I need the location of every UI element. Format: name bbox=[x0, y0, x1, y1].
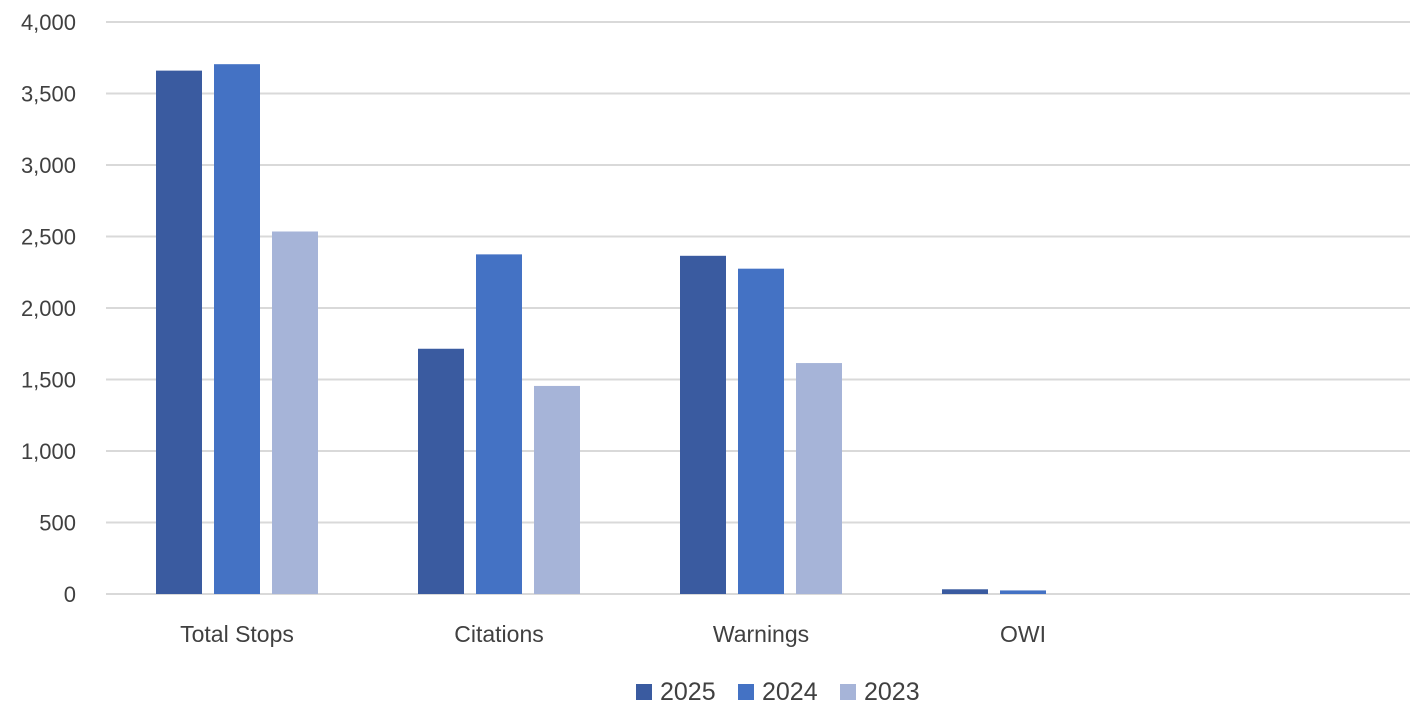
legend-label-2024: 2024 bbox=[762, 678, 818, 706]
bar-2025-citations bbox=[418, 348, 464, 594]
bars bbox=[156, 64, 1046, 595]
y-axis-ticks: 0 500 1,000 1,500 2,000 2,500 3,000 3,500 4,000 bbox=[21, 10, 76, 607]
legend: 2025 2024 2023 bbox=[636, 678, 920, 706]
legend-label-2025: 2025 bbox=[660, 678, 716, 706]
y-tick-label: 0 bbox=[64, 582, 76, 607]
legend-label-2023: 2023 bbox=[864, 678, 920, 706]
bar-2023-citations bbox=[534, 385, 580, 594]
bar-2025-warnings bbox=[680, 255, 726, 594]
bar-2024-owi bbox=[1000, 590, 1046, 594]
bar-2023-warnings bbox=[796, 363, 842, 594]
bar-2023-total-stops bbox=[272, 231, 318, 594]
legend-swatch-2025 bbox=[636, 684, 652, 700]
legend-swatch-2024 bbox=[738, 684, 754, 700]
bar-2024-citations bbox=[476, 254, 522, 594]
y-tick-label: 2,000 bbox=[21, 296, 76, 321]
legend-swatch-2023 bbox=[840, 684, 856, 700]
y-tick-label: 3,000 bbox=[21, 153, 76, 178]
bar-2025-owi bbox=[942, 589, 988, 594]
y-tick-label: 2,500 bbox=[21, 225, 76, 250]
x-tick-label: OWI bbox=[1000, 621, 1046, 647]
x-tick-label: Total Stops bbox=[180, 621, 294, 647]
y-tick-label: 500 bbox=[39, 511, 76, 536]
y-tick-label: 3,500 bbox=[21, 82, 76, 107]
bar-2024-total-stops bbox=[214, 64, 260, 594]
x-axis-ticks: Total Stops Citations Warnings OWI bbox=[180, 621, 1046, 647]
x-tick-label: Citations bbox=[454, 621, 543, 647]
bar-2024-warnings bbox=[738, 268, 784, 594]
y-tick-label: 4,000 bbox=[21, 10, 76, 35]
y-tick-label: 1,500 bbox=[21, 368, 76, 393]
bar-2025-total-stops bbox=[156, 70, 202, 595]
x-tick-label: Warnings bbox=[713, 621, 809, 647]
y-tick-label: 1,000 bbox=[21, 439, 76, 464]
